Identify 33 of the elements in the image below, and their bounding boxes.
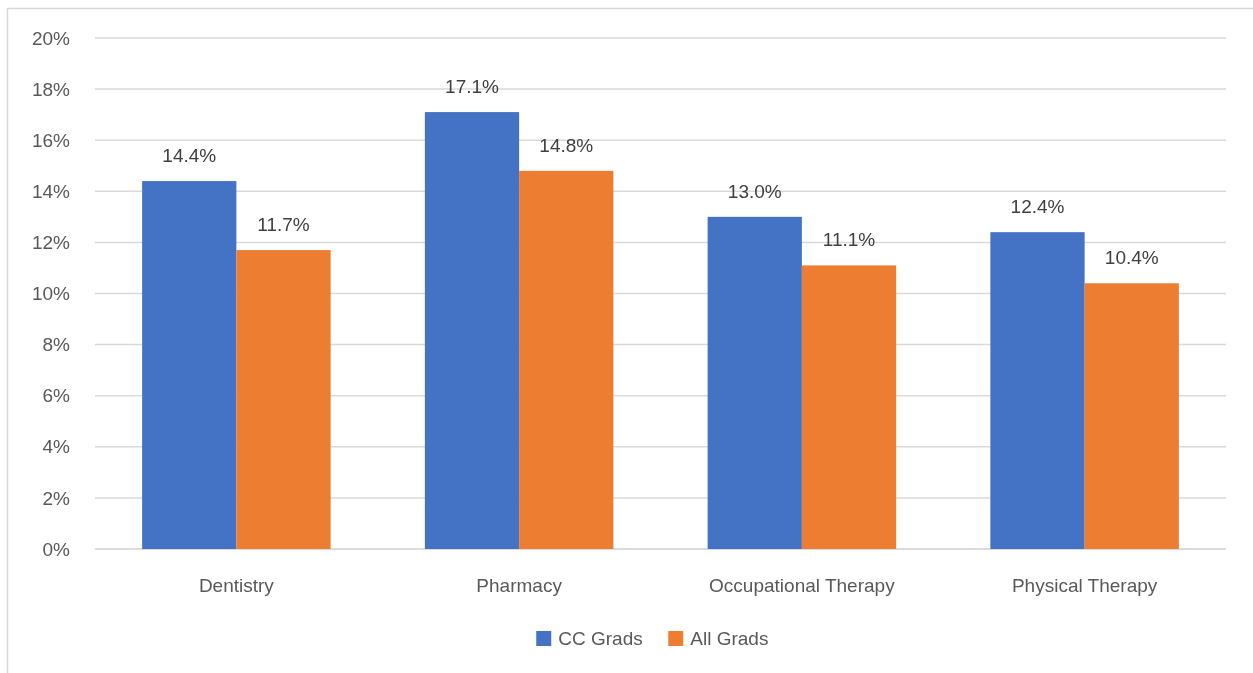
data-label: 10.4% bbox=[1104, 247, 1159, 269]
bar bbox=[707, 216, 802, 549]
bar bbox=[990, 232, 1085, 549]
y-tick-label: 0% bbox=[42, 538, 71, 560]
data-label: 14.8% bbox=[539, 134, 594, 156]
data-label: 13.0% bbox=[727, 180, 782, 202]
y-tick-label: 12% bbox=[31, 232, 71, 254]
y-tick-label: 8% bbox=[42, 334, 71, 356]
bar bbox=[424, 112, 520, 549]
data-label: 11.7% bbox=[257, 214, 310, 236]
x-tick-label: Physical Therapy bbox=[1011, 575, 1158, 596]
bar bbox=[519, 170, 614, 549]
y-tick-label: 2% bbox=[42, 487, 71, 509]
data-label: 14.4% bbox=[162, 145, 217, 167]
y-tick-label: 6% bbox=[42, 385, 71, 407]
x-tick-label: Pharmacy bbox=[476, 575, 563, 596]
x-tick-label: Occupational Therapy bbox=[709, 575, 896, 596]
y-tick-label: 14% bbox=[31, 180, 71, 202]
data-label: 12.4% bbox=[1010, 196, 1065, 218]
y-tick-label: 18% bbox=[31, 78, 71, 100]
legend-label: All Grads bbox=[690, 627, 769, 649]
y-tick-label: 16% bbox=[31, 129, 71, 151]
y-tick-label: 10% bbox=[31, 283, 71, 305]
y-tick-label: 20% bbox=[31, 27, 71, 49]
y-tick-label: 4% bbox=[42, 436, 71, 458]
data-label: 17.1% bbox=[445, 76, 500, 98]
x-tick-label: Dentistry bbox=[198, 575, 275, 596]
data-label: 11.1% bbox=[822, 229, 876, 251]
bar bbox=[1084, 283, 1179, 549]
legend-label: CC Grads bbox=[558, 627, 643, 649]
bar bbox=[142, 181, 237, 549]
bar bbox=[236, 250, 331, 549]
bar bbox=[801, 265, 897, 549]
